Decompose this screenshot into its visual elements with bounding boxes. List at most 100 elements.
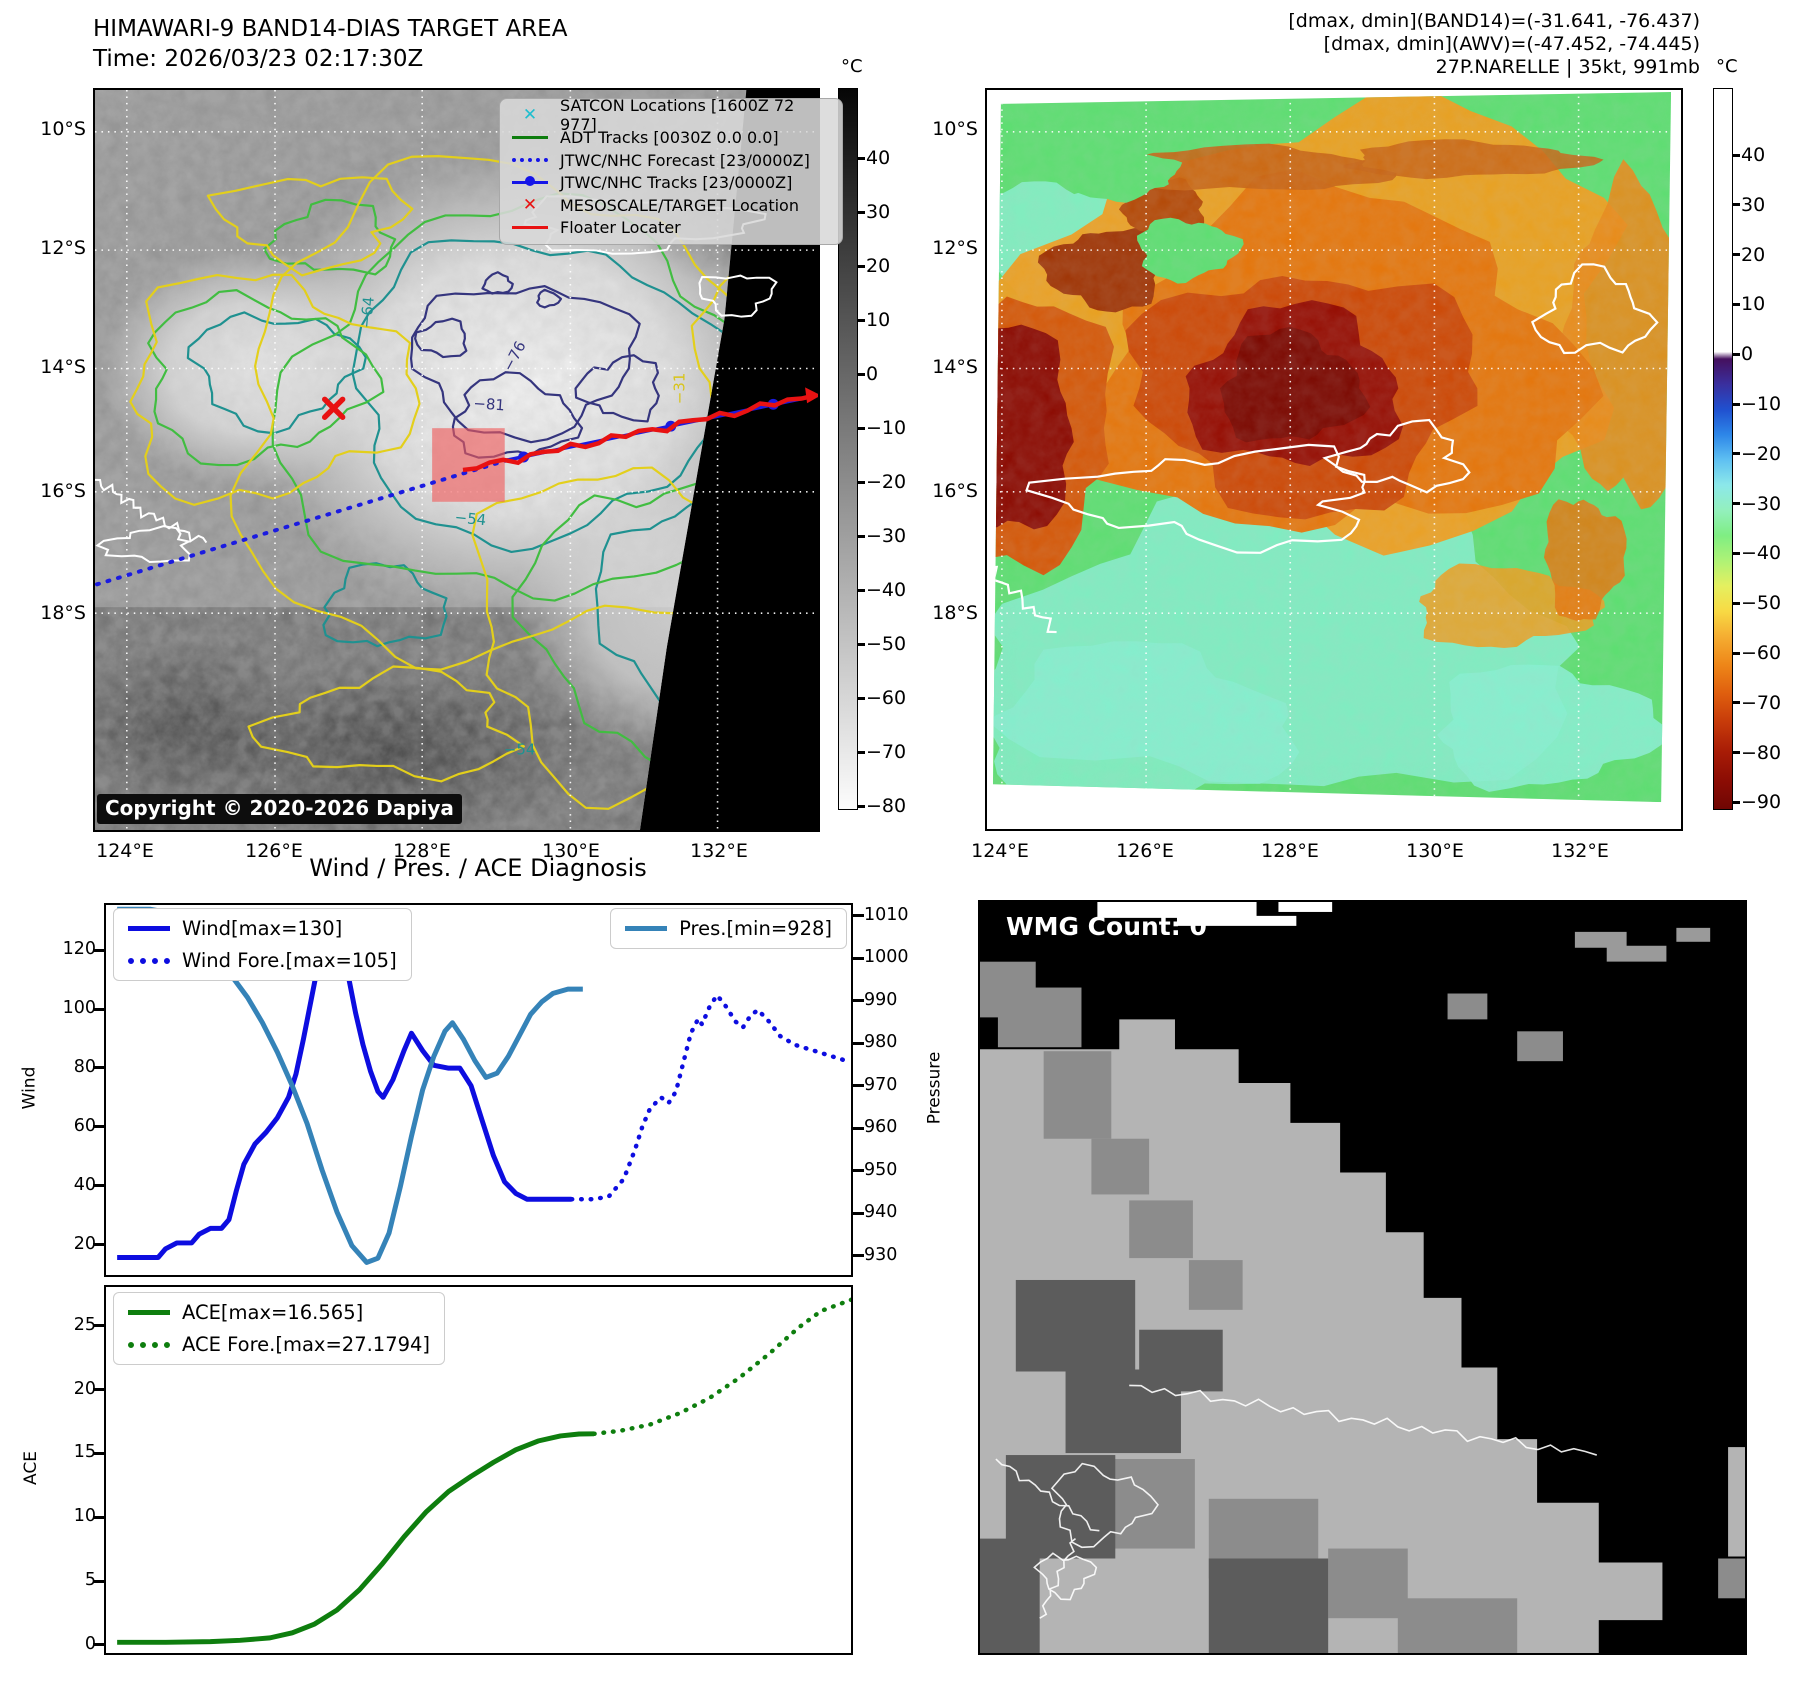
band14-y-tick: 16°S bbox=[40, 480, 86, 502]
contour-label: −81 bbox=[473, 394, 506, 414]
band14-x-tick: 126°E bbox=[245, 840, 303, 862]
pressure-tick: 970 bbox=[864, 1074, 898, 1095]
series-wind-fore-max-105- bbox=[569, 993, 851, 1202]
awv-x-tick: 132°E bbox=[1551, 840, 1609, 862]
wmg-dark-gray-patches bbox=[980, 1279, 1329, 1653]
band14-colorbar-unit: °C bbox=[841, 56, 863, 77]
band14-x-tick: 132°E bbox=[690, 840, 748, 862]
line-icon bbox=[510, 136, 550, 140]
lat-lon-grid bbox=[992, 91, 1672, 803]
band14-x-tick: 130°E bbox=[542, 840, 600, 862]
tick-mark bbox=[858, 264, 865, 268]
tick-mark bbox=[93, 1515, 104, 1519]
wind-tick: 60 bbox=[73, 1115, 96, 1136]
tick-mark bbox=[93, 1066, 104, 1070]
awv-colorbar-tick: −10 bbox=[1741, 393, 1782, 415]
legend-item-label: MESOSCALE/TARGET Location bbox=[560, 195, 799, 215]
awv-colorbar-unit: °C bbox=[1716, 56, 1738, 77]
x-marker-icon: ✕ bbox=[522, 194, 538, 215]
awv-x-tick: 124°E bbox=[971, 840, 1029, 862]
tick-mark bbox=[1733, 402, 1740, 406]
wmg-white-block bbox=[1097, 902, 1297, 926]
tick-mark bbox=[93, 1388, 104, 1392]
contour-label: −31 bbox=[671, 373, 689, 404]
tick-mark bbox=[858, 156, 865, 160]
tick-mark bbox=[1733, 651, 1740, 655]
ace-tick: 0 bbox=[84, 1633, 96, 1654]
awv-y-tick: 18°S bbox=[932, 602, 978, 624]
tick-mark bbox=[93, 1184, 104, 1188]
band14-colorbar-tick: 40 bbox=[866, 147, 891, 169]
line-with-dot-icon bbox=[510, 176, 550, 187]
tick-mark bbox=[858, 588, 865, 592]
dotted-line-icon bbox=[510, 158, 550, 163]
band14-colorbar-tick: −10 bbox=[866, 417, 907, 439]
tick-mark bbox=[1733, 701, 1740, 705]
band14-y-tick: 10°S bbox=[40, 118, 86, 140]
chart-legend: Pres.[min=928] bbox=[610, 908, 847, 949]
tick-mark bbox=[853, 1254, 864, 1258]
tick-mark bbox=[858, 642, 865, 646]
wmg-medium-gray-patches bbox=[980, 961, 1563, 1653]
awv-header-dmax-awv: [dmax, dmin](AWV)=(-47.452, -74.445) bbox=[1323, 33, 1700, 55]
chart-legend-item: Wind Fore.[max=105] bbox=[128, 949, 397, 972]
tick-mark bbox=[853, 1126, 864, 1130]
awv-y-tick: 14°S bbox=[932, 356, 978, 378]
legend-item: Floater Locater bbox=[510, 218, 832, 237]
band14-colorbar-tick: −80 bbox=[866, 795, 907, 817]
tick-mark bbox=[853, 1211, 864, 1215]
awv-colorbar-tick: 30 bbox=[1741, 193, 1766, 216]
ace-plot-area bbox=[117, 1297, 851, 1645]
tick-mark bbox=[858, 696, 865, 700]
chart-legend-item: Wind[max=130] bbox=[128, 917, 397, 940]
chart-legend-item: Pres.[min=928] bbox=[625, 917, 832, 940]
chart-legend-label: ACE[max=16.565] bbox=[182, 1301, 364, 1324]
awv-header: [dmax, dmin](BAND14)=(-31.641, -76.437) … bbox=[1288, 10, 1700, 79]
pressure-tick: 1000 bbox=[864, 947, 909, 968]
tick-mark bbox=[853, 956, 864, 960]
wind-tick: 80 bbox=[73, 1056, 96, 1077]
series-ace-fore-max-27-1794- bbox=[591, 1297, 851, 1437]
chart-legend-label: Pres.[min=928] bbox=[679, 917, 832, 940]
wind-tick: 20 bbox=[73, 1233, 96, 1254]
awv-y-tick: 12°S bbox=[932, 237, 978, 259]
awv-colorbar-tick: 10 bbox=[1741, 293, 1766, 316]
awv-x-tick: 126°E bbox=[1116, 840, 1174, 862]
band14-colorbar-tick: −50 bbox=[866, 633, 907, 655]
wind-tick: 40 bbox=[73, 1174, 96, 1195]
chart-legend-item: ACE[max=16.565] bbox=[128, 1301, 430, 1324]
contour-label: −54 bbox=[454, 508, 487, 529]
tick-mark bbox=[93, 1125, 104, 1129]
tick-mark bbox=[858, 804, 865, 808]
pressure-tick: 1010 bbox=[864, 904, 909, 925]
tick-mark bbox=[1733, 551, 1740, 555]
pressure-tick: 930 bbox=[864, 1244, 898, 1265]
tick-mark bbox=[1733, 253, 1740, 257]
awv-colorbar-tick: −90 bbox=[1741, 791, 1782, 814]
x-marker-icon: ✕ bbox=[522, 104, 538, 125]
awv-colorbar-tick: −80 bbox=[1741, 741, 1782, 764]
tick-mark bbox=[858, 534, 865, 538]
wmg-map: WMG Count: 0 bbox=[978, 900, 1747, 1655]
series-ace-max-16-565- bbox=[117, 1431, 595, 1645]
chart-legend-item: ACE Fore.[max=27.1794] bbox=[128, 1333, 430, 1356]
tick-mark bbox=[858, 318, 865, 322]
copyright-label: Copyright © 2020-2026 Dapiya bbox=[97, 794, 462, 824]
tick-mark bbox=[858, 480, 865, 484]
awv-satellite-image bbox=[992, 91, 1672, 803]
band14-colorbar-tick: 0 bbox=[866, 363, 879, 385]
pressure-tick: 950 bbox=[864, 1159, 898, 1180]
dotted-line-icon bbox=[128, 957, 170, 964]
tick-mark bbox=[93, 1643, 104, 1647]
tick-mark bbox=[858, 210, 865, 214]
pressure-tick: 990 bbox=[864, 989, 898, 1010]
wmg-coastline bbox=[995, 1384, 1598, 1619]
legend-item-label: ADT Tracks [0030Z 0.0 0.0] bbox=[560, 128, 779, 148]
tick-mark bbox=[93, 1243, 104, 1247]
ace-tick: 25 bbox=[73, 1314, 96, 1335]
target-area-box bbox=[432, 428, 505, 502]
legend-item: ADT Tracks [0030Z 0.0 0.0] bbox=[510, 128, 832, 148]
legend-item: ✕ MESOSCALE/TARGET Location bbox=[510, 196, 832, 215]
chart-legend-label: ACE Fore.[max=27.1794] bbox=[182, 1333, 431, 1356]
